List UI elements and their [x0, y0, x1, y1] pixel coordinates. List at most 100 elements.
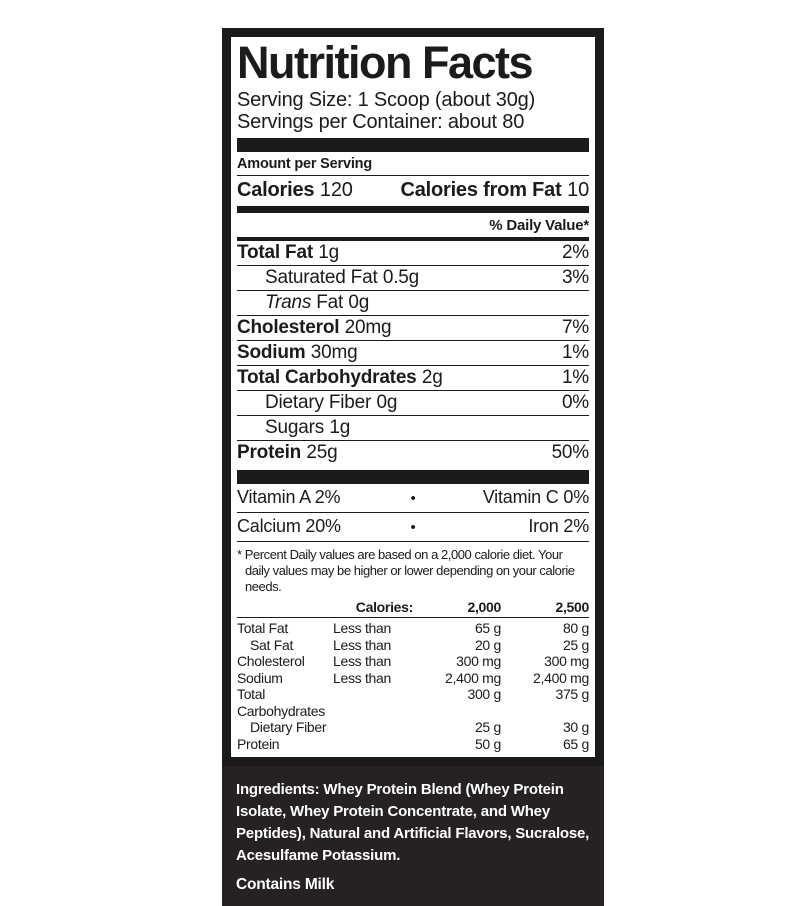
micronutrient-left: Vitamin A 2% — [237, 486, 341, 507]
dv-table-header: Calories: 2,000 2,500 — [237, 599, 589, 619]
nutrient-label-group: Cholesterol 20mg — [237, 316, 392, 340]
dv-table-row: Cholesterol Less than 300 mg 300 mg — [237, 653, 589, 670]
nutrient-daily-value: 0% — [561, 391, 589, 413]
dv-table-value-2000: 65 g — [474, 620, 501, 637]
dv-table-row: Sodium Less than 2,400 mg 2,400 mg — [237, 670, 589, 687]
calories-label: Calories — [237, 178, 315, 201]
dv-table-value-2500: 80 g — [562, 620, 589, 637]
dv-table-value-2000: 2,400 mg — [445, 669, 501, 686]
dv-table-value-2000: 300 g — [467, 686, 501, 703]
separator-bar — [237, 137, 589, 152]
ingredients-text: Ingredients: Whey Protein Blend (Whey Pr… — [236, 779, 590, 867]
dv-table-value-2500: 25 g — [562, 636, 589, 653]
calories-group: Calories 120 — [237, 179, 353, 202]
dv-table-nutrient: Sat Fat — [250, 636, 294, 653]
nutrient-label-group: Sugars 1g — [237, 416, 350, 440]
dv-table-qualifier: Less than — [333, 669, 392, 686]
micronutrient-row: Vitamin A 2% • Vitamin C 0% — [237, 484, 589, 512]
dv-table-header-blank — [237, 599, 333, 616]
calories-row: Calories 120 Calories from Fat 10 — [237, 176, 589, 206]
nutrient-name: Cholesterol — [237, 316, 340, 338]
dv-table-nutrient: Total Fat — [237, 620, 288, 637]
nutrient-name: Sodium — [237, 341, 306, 363]
dv-table-row: Dietary Fiber 25 g 30 g — [237, 719, 589, 736]
dv-table-qualifier: Less than — [333, 653, 392, 670]
dv-table-value-2000: 20 g — [474, 636, 501, 653]
nutrient-amount: 0g — [376, 391, 398, 413]
amount-per-serving-label: Amount per Serving — [237, 152, 589, 176]
separator-bar — [237, 205, 589, 213]
micronutrient-rows: Vitamin A 2% • Vitamin C 0% Calcium 20% • Iro… — [237, 484, 589, 542]
dv-table-nutrient: Protein — [237, 735, 280, 752]
dv-table-value-2500: 30 g — [562, 719, 589, 736]
dv-table-value-2500: 300 mg — [544, 653, 589, 670]
nutrient-daily-value: 50% — [551, 441, 590, 463]
dv-table-row: Protein 50 g 65 g — [237, 736, 589, 753]
dv-table-value-2500: 65 g — [562, 735, 589, 752]
dv-table-row: Total Fat Less than 65 g 80 g — [237, 620, 589, 637]
nutrient-name: Protein — [237, 441, 302, 463]
separator-bar — [237, 469, 589, 484]
nutrient-label-group: Total Carbohydrates 2g — [237, 366, 443, 390]
dv-table-header-2000: 2,000 — [467, 598, 501, 615]
nutrient-label-group: Sodium 30mg — [237, 341, 358, 365]
nutrition-facts-label: Nutrition Facts Serving Size: 1 Scoop (a… — [222, 28, 604, 906]
nutrient-daily-value: 7% — [561, 316, 589, 338]
nutrient-daily-value: 1% — [561, 366, 589, 388]
nutrient-label-group: Total Fat 1g — [237, 241, 339, 265]
nutrient-label-group: Dietary Fiber 0g — [237, 391, 397, 415]
nutrient-amount: 1g — [318, 241, 340, 263]
dv-table-header-calories: Calories: — [355, 598, 414, 615]
nutrient-amount: 2g — [421, 366, 443, 388]
dv-table-qualifier — [333, 686, 413, 719]
nutrition-label-page: Nutrition Facts Serving Size: 1 Scoop (a… — [222, 28, 604, 906]
dv-table-row: Sat Fat Less than 20 g 25 g — [237, 637, 589, 654]
dv-table-value-2500: 375 g — [555, 686, 589, 703]
dv-table-nutrient: Dietary Fiber — [250, 719, 327, 736]
dv-table-rows: Total Fat Less than 65 g 80 g Sat Fat Less th… — [237, 618, 589, 752]
nutrient-row: Total Fat 1g 2% — [237, 241, 589, 265]
nutrient-daily-value: 2% — [561, 241, 589, 263]
separator-rule — [237, 236, 589, 241]
nutrient-amount: 25g — [306, 441, 338, 463]
nutrient-row: Sodium 30mg 1% — [237, 339, 589, 365]
micronutrient-left: Calcium 20% — [237, 515, 341, 536]
dv-table-value-2500: 2,400 mg — [533, 669, 589, 686]
nutrient-daily-value: 1% — [561, 341, 589, 363]
calories-from-fat-label: Calories from Fat — [400, 178, 562, 201]
dv-table-header-2500: 2,500 — [555, 598, 589, 615]
serving-size: Serving Size: 1 Scoop (about 30g) — [237, 88, 536, 111]
nutrient-row: Saturated Fat 0.5g 3% — [237, 264, 589, 290]
nutrient-amount: 30mg — [310, 341, 358, 363]
dv-table-row: Total Carbohydrates 300 g 375 g — [237, 686, 589, 719]
calories-from-fat-value: 10 — [567, 178, 589, 201]
servings-per-container: Servings per Container: about 80 — [237, 110, 525, 133]
nutrient-row: Sugars 1g — [237, 414, 589, 440]
nutrient-name: Sugars — [265, 416, 325, 438]
nutrient-name: Trans Fat — [265, 291, 344, 313]
bullet-icon: • — [410, 489, 416, 507]
nutrient-name: Saturated Fat — [265, 266, 378, 288]
nutrient-row: Total Carbohydrates 2g 1% — [237, 364, 589, 390]
nutrient-daily-value: 3% — [561, 266, 589, 288]
micronutrient-row: Calcium 20% • Iron 2% — [237, 511, 589, 541]
dv-table-value-2000: 25 g — [474, 719, 501, 736]
calories-from-fat-group: Calories from Fat 10 — [400, 179, 589, 202]
contains-milk-label: Contains Milk — [236, 876, 335, 894]
nutrient-row: Protein 25g 50% — [237, 439, 590, 465]
nutrient-amount: 20mg — [344, 316, 392, 338]
dv-table-nutrient: Cholesterol — [237, 653, 305, 670]
dv-table-nutrient: Sodium — [237, 669, 283, 686]
nutrient-rows: Total Fat 1g 2% Saturated Fat 0.5g 3% Trans Fa… — [237, 241, 589, 465]
nutrient-amount: 0g — [348, 291, 370, 313]
micronutrient-right: Iron 2% — [528, 515, 589, 536]
nutrient-amount: 1g — [329, 416, 351, 438]
dv-table-value-2000: 50 g — [474, 735, 501, 752]
label-title: Nutrition Facts — [237, 37, 534, 88]
nutrient-row: Dietary Fiber 0g 0% — [237, 389, 589, 415]
micronutrient-right: Vitamin C 0% — [482, 486, 590, 507]
dv-table-qualifier — [333, 719, 413, 736]
nutrient-label-group: Protein 25g — [237, 441, 338, 465]
dv-table-qualifier: Less than — [333, 636, 392, 653]
nutrient-row: Trans Fat 0g — [237, 289, 589, 315]
